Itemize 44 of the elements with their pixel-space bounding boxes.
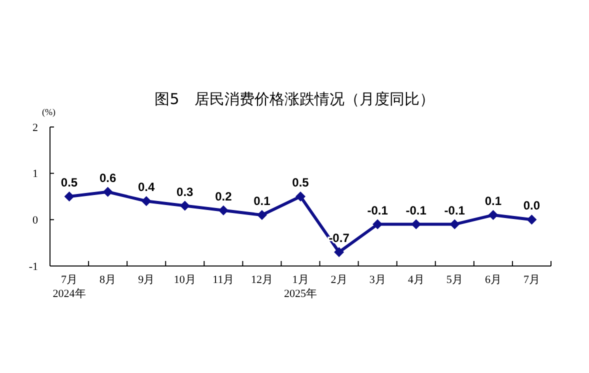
x-tick-label: 7月 [523, 274, 540, 286]
chart-title: 图5 居民消费价格涨跌情况（月度同比） [154, 90, 434, 108]
point [372, 219, 383, 230]
x-tick-label: 2月 [330, 274, 348, 286]
point [296, 192, 306, 202]
point [334, 247, 344, 258]
point [411, 219, 422, 230]
y-tick-label: 0 [32, 214, 38, 227]
x-tick-label: 5月 [446, 274, 463, 286]
point [64, 192, 74, 202]
point [218, 205, 228, 216]
y-tick-label: 2 [32, 122, 38, 134]
x-tick-label: 3月 [369, 274, 386, 286]
y-tick-label: -1 [28, 260, 38, 273]
data-label: -0.1 [406, 203, 427, 218]
x-tick-label: 6月 [484, 274, 502, 286]
x-tick-label: 1月 2025年 [284, 274, 317, 300]
data-label: 0.4 [138, 180, 156, 194]
point [526, 214, 537, 225]
point [488, 210, 498, 220]
data-label: -0.1 [444, 203, 466, 218]
data-label: 0.0 [523, 198, 540, 213]
x-tick-label: 9月 [138, 274, 155, 286]
data-label: 0.3 [176, 184, 194, 199]
data-label: 0.5 [292, 176, 310, 190]
y-tick-label: 1 [32, 168, 38, 180]
point [450, 219, 460, 230]
data-label: -0.1 [367, 203, 388, 218]
x-tick-label: 7月 2024年 [52, 274, 86, 300]
point [180, 200, 190, 211]
data-label: 0.1 [484, 194, 502, 208]
data-label: 0.6 [99, 170, 116, 185]
point [102, 186, 113, 197]
x-tick-label: 8月 [100, 274, 116, 286]
x-tick-label: 11月 [212, 274, 234, 286]
data-label: 0.5 [60, 176, 78, 190]
point [256, 210, 267, 220]
x-tick-label: 12月 [250, 274, 273, 286]
point [141, 196, 152, 206]
y-axis-title: (%) [42, 107, 56, 117]
data-label: 0.2 [215, 189, 232, 204]
x-tick-label: 4月 [408, 274, 424, 286]
x-tick-label: 10月 [174, 274, 196, 286]
data-label: 0.1 [254, 194, 271, 208]
